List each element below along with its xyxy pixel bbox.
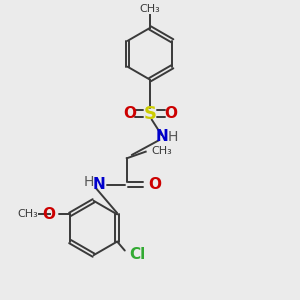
Text: S: S [143,104,157,122]
Text: O: O [42,207,56,222]
Text: CH₃: CH₃ [152,146,172,156]
Text: N: N [92,177,105,192]
Text: Cl: Cl [129,247,146,262]
Text: CH₃: CH₃ [140,4,160,14]
Text: H: H [167,130,178,144]
Text: CH₃: CH₃ [17,209,38,219]
Text: O: O [123,106,136,121]
Text: N: N [155,129,168,144]
Text: O: O [164,106,177,121]
Text: H: H [84,175,94,188]
Text: O: O [148,177,161,192]
